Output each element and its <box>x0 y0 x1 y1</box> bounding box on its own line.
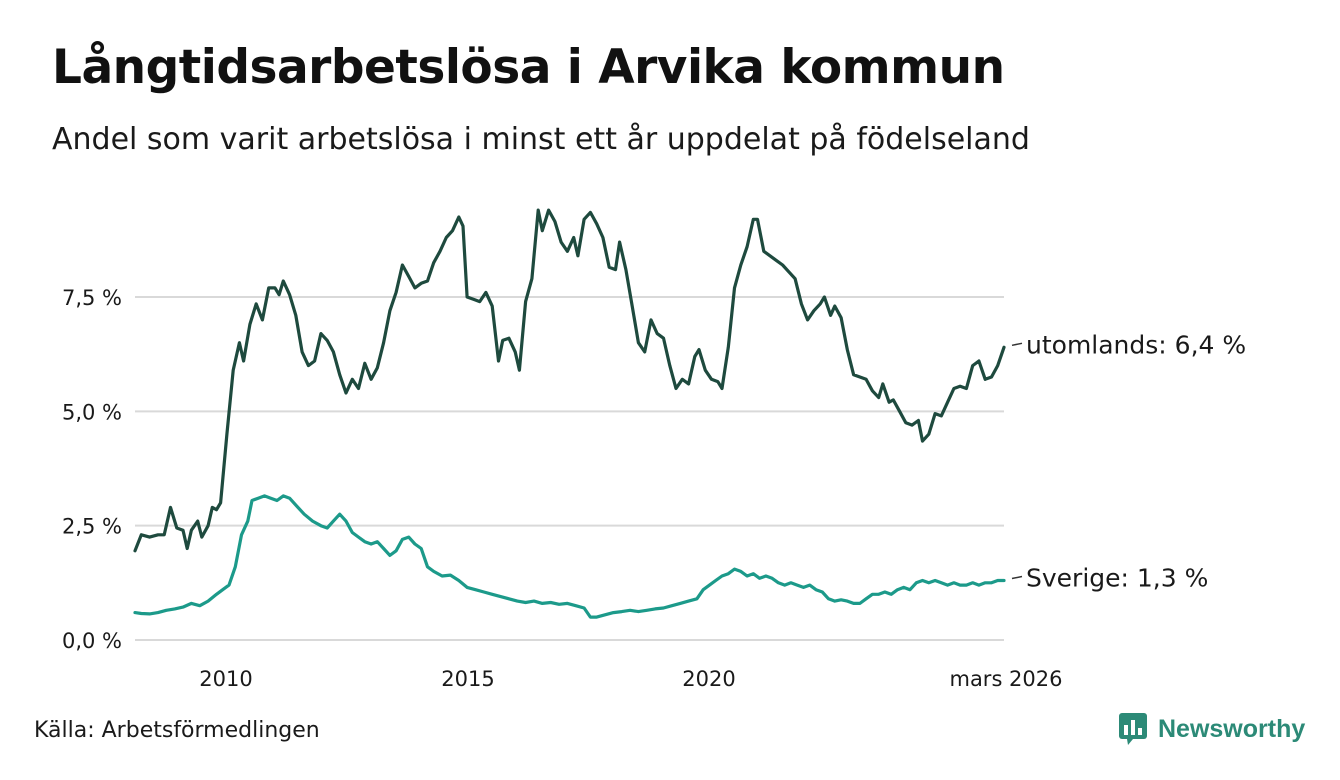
y-tick-label: 7,5 % <box>62 286 122 310</box>
series-line-utomlands <box>133 208 1006 553</box>
y-tick-label: 2,5 % <box>62 515 122 539</box>
end-label-leader <box>1011 342 1023 347</box>
y-tick-label: 5,0 % <box>62 400 122 424</box>
x-tick-label: 2010 <box>199 667 252 691</box>
x-tick-label: 2015 <box>441 667 494 691</box>
brand-name: Newsworthy <box>1158 714 1306 743</box>
series-line-sverige <box>133 494 1006 619</box>
bar-chart-speech-bubble-icon <box>1119 713 1147 745</box>
end-label-leader <box>1011 575 1023 580</box>
end-label-sverige: Sverige: 1,3 % <box>1026 564 1208 593</box>
y-tick-label: 0,0 % <box>62 629 122 653</box>
brand-logo: Newsworthy <box>1118 712 1305 746</box>
line-chart: 0,0 % 2,5 % 5,0 % 7,5 % 2010 2015 2020 mars 202… <box>62 208 1246 691</box>
chart-title: Långtidsarbetslösa i Arvika kommun <box>52 40 1005 95</box>
x-tick-label: mars 2026 <box>949 667 1062 691</box>
source-note: Källa: Arbetsförmedlingen <box>34 718 320 743</box>
end-label-utomlands: utomlands: 6,4 % <box>1026 330 1246 359</box>
x-tick-label: 2020 <box>682 667 735 691</box>
chart-subtitle: Andel som varit arbetslösa i minst ett å… <box>52 122 1030 157</box>
